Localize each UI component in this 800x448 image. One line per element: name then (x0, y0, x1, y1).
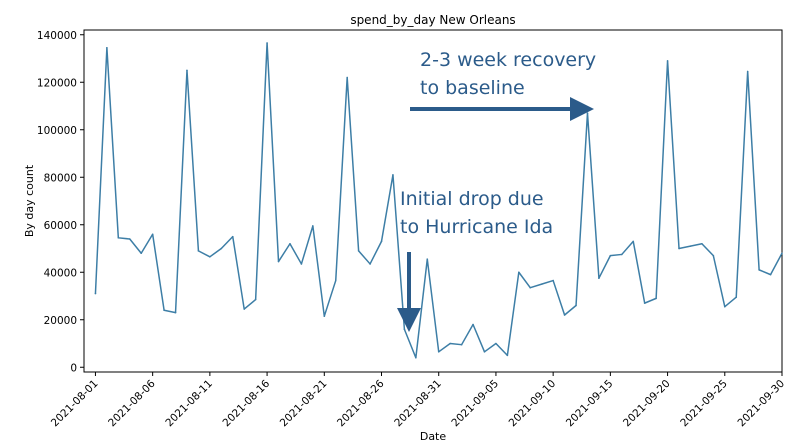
data-point (552, 279, 554, 282)
data-point (483, 351, 486, 353)
data-point (506, 354, 509, 357)
data-point (140, 252, 143, 255)
data-point (598, 277, 600, 279)
x-tick-label: 2021-09-05 (449, 378, 501, 430)
y-tick-label: 20000 (44, 315, 77, 327)
data-point (403, 328, 406, 331)
data-point (106, 47, 108, 49)
data-point (643, 302, 646, 304)
data-point (678, 247, 680, 250)
data-point (266, 42, 268, 44)
y-axis-label: By day count (23, 164, 36, 237)
y-tick-label: 120000 (37, 77, 77, 89)
data-point (128, 238, 131, 240)
x-tick-label: 2021-08-31 (392, 378, 444, 430)
data-point (666, 60, 669, 62)
data-point (495, 342, 497, 345)
data-point (117, 237, 120, 239)
data-point (243, 308, 245, 310)
x-axis: 2021-08-01 2021-08-06 2021-08-11 2021-08-16… (49, 372, 787, 429)
data-point (415, 356, 417, 359)
data-point (437, 351, 440, 353)
data-point (689, 245, 692, 247)
data-point (231, 235, 234, 238)
svg-text:Initial drop due to Hu: Initial drop due to Hurricane Ida (400, 188, 553, 238)
data-point (369, 263, 371, 265)
data-point (609, 254, 612, 257)
data-point (621, 253, 623, 256)
data-point (735, 296, 738, 298)
x-tick-label: 2021-09-15 (564, 378, 616, 430)
x-tick-label: 2021-09-20 (621, 378, 673, 430)
data-point (186, 69, 188, 72)
x-tick-label: 2021-08-21 (278, 378, 330, 430)
data-point (197, 250, 200, 252)
data-point (357, 250, 360, 252)
data-point (746, 70, 749, 73)
x-tick-label: 2021-08-26 (335, 377, 387, 429)
data-point (540, 283, 543, 285)
data-point (575, 304, 577, 307)
y-tick-label: 140000 (37, 30, 77, 42)
data-point (529, 286, 532, 289)
data-point (277, 260, 280, 263)
x-axis-label: Date (420, 430, 447, 443)
data-point (163, 309, 165, 312)
y-tick-label: 60000 (44, 220, 77, 232)
data-point (94, 292, 97, 295)
data-point (769, 273, 772, 276)
data-point (781, 252, 783, 255)
x-tick-label: 2021-09-10 (507, 378, 559, 430)
x-tick-label: 2021-08-16 (221, 377, 273, 429)
data-point (312, 225, 314, 227)
plot-frame (83, 29, 783, 373)
annotation-recovery-line-2: to baseline (420, 77, 525, 99)
data-point (300, 263, 303, 265)
y-tick-label: 80000 (44, 172, 77, 184)
data-point (323, 315, 326, 317)
data-point (346, 76, 348, 79)
x-tick-label: 2021-09-25 (678, 378, 730, 430)
data-point (586, 112, 589, 114)
data-point (220, 247, 223, 250)
x-tick-label: 2021-08-11 (163, 378, 215, 430)
data-point (392, 174, 394, 176)
y-axis: 0 20000 40000 60000 80000 100000 120000 140000 (37, 30, 84, 374)
chart-title: spend_by_day New Orleans (350, 13, 515, 27)
x-tick-label: 2021-09-30 (735, 378, 787, 430)
x-tick-label: 2021-08-01 (49, 378, 101, 430)
annotation-hurricane-line-1: Initial drop due (400, 188, 544, 210)
data-point (563, 314, 566, 316)
data-point (472, 323, 474, 326)
data-point (655, 297, 657, 300)
data-point (151, 233, 154, 236)
annotation-recovery-line-1: 2-3 week recovery (420, 49, 596, 71)
data-point (289, 242, 291, 245)
data-point (723, 305, 726, 308)
annotation-recovery: 2-3 week recovery to baseline (410, 49, 602, 121)
annotation-hurricane-line-2: to Hurricane Ida (400, 216, 553, 238)
data-point (426, 258, 429, 260)
data-point (254, 298, 257, 301)
data-point (209, 256, 211, 258)
y-tick-label: 100000 (37, 125, 77, 137)
svg-text:2-3 week recovery to b: 2-3 week recovery to baseline (420, 49, 602, 99)
series-points (94, 42, 783, 359)
annotation-hurricane: Initial drop due to Hurricane Ida (397, 188, 553, 332)
data-point (701, 242, 703, 245)
data-point (174, 311, 177, 314)
data-point (334, 279, 337, 282)
data-point (380, 240, 383, 243)
data-point (712, 254, 715, 257)
x-tick-label: 2021-08-06 (106, 377, 158, 429)
data-point (632, 240, 635, 243)
data-point (449, 342, 451, 345)
y-tick-label: 40000 (44, 267, 77, 279)
data-point (518, 271, 520, 274)
data-point (460, 343, 463, 346)
data-point (758, 269, 760, 271)
y-tick-label: 0 (70, 362, 77, 374)
